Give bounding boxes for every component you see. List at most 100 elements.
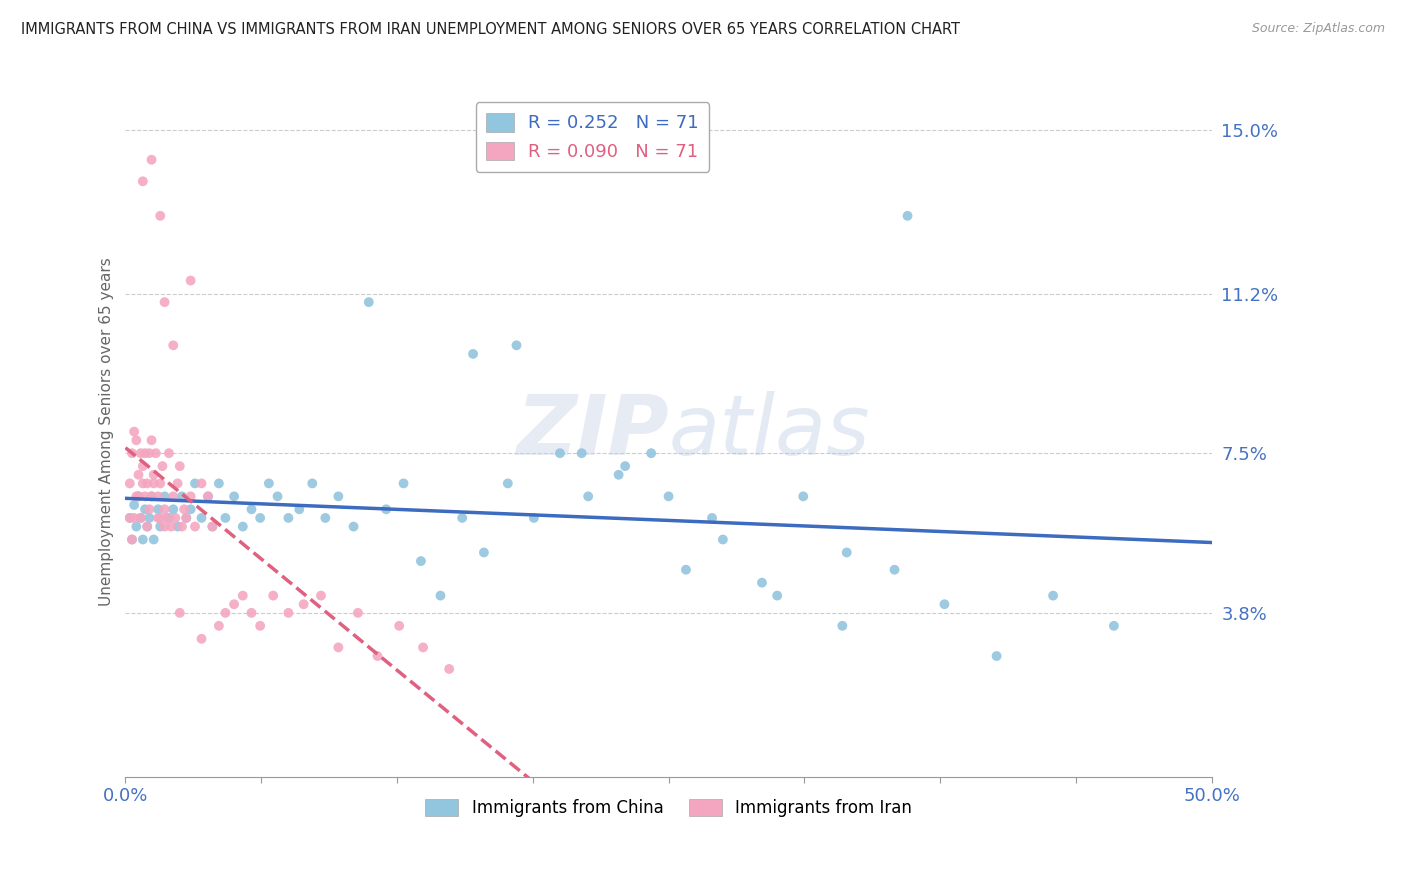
Point	[129, 446, 152, 460]
Point	[190, 511, 212, 525]
Point	[222, 597, 245, 611]
Point	[496, 476, 519, 491]
Point	[640, 446, 662, 460]
Point	[118, 511, 141, 525]
Point	[301, 476, 323, 491]
Point	[328, 640, 350, 655]
Point	[121, 446, 143, 460]
Point	[277, 606, 299, 620]
Y-axis label: Unemployment Among Seniors over 65 years: Unemployment Among Seniors over 65 years	[100, 257, 114, 606]
Legend: Immigrants from China, Immigrants from Iran: Immigrants from China, Immigrants from I…	[419, 792, 918, 824]
Point	[934, 597, 956, 611]
Point	[128, 489, 150, 503]
Point	[132, 533, 155, 547]
Point	[153, 519, 176, 533]
Point	[184, 519, 207, 533]
Point	[607, 467, 630, 482]
Point	[166, 519, 188, 533]
Point	[156, 511, 179, 525]
Point	[138, 446, 160, 460]
Point	[576, 489, 599, 503]
Point	[162, 489, 184, 503]
Point	[288, 502, 311, 516]
Point	[157, 511, 180, 525]
Point	[883, 563, 905, 577]
Point	[153, 502, 176, 516]
Point	[831, 619, 853, 633]
Point	[132, 459, 155, 474]
Point	[173, 502, 195, 516]
Point	[190, 632, 212, 646]
Point	[201, 519, 224, 533]
Point	[138, 511, 160, 525]
Point	[142, 467, 165, 482]
Point	[165, 511, 187, 525]
Point	[146, 511, 169, 525]
Point	[366, 648, 388, 663]
Point	[129, 511, 152, 525]
Point	[153, 295, 176, 310]
Point	[523, 511, 546, 525]
Point	[169, 606, 191, 620]
Point	[342, 519, 364, 533]
Point	[412, 640, 434, 655]
Point	[162, 338, 184, 352]
Point	[240, 502, 263, 516]
Point	[134, 502, 156, 516]
Point	[138, 502, 160, 516]
Point	[314, 511, 336, 525]
Point	[152, 459, 174, 474]
Text: atlas: atlas	[669, 391, 870, 472]
Point	[675, 563, 697, 577]
Point	[162, 502, 184, 516]
Point	[328, 489, 350, 503]
Point	[122, 425, 145, 439]
Point	[292, 597, 315, 611]
Point	[214, 511, 236, 525]
Point	[132, 476, 155, 491]
Point	[896, 209, 918, 223]
Point	[214, 606, 236, 620]
Point	[141, 489, 163, 503]
Point	[121, 533, 143, 547]
Point	[136, 519, 159, 533]
Point	[1102, 619, 1125, 633]
Point	[125, 519, 148, 533]
Point	[157, 446, 180, 460]
Point	[197, 489, 219, 503]
Point	[149, 476, 172, 491]
Point	[170, 519, 193, 533]
Point	[409, 554, 432, 568]
Point	[208, 476, 231, 491]
Point	[122, 511, 145, 525]
Point	[136, 519, 159, 533]
Point	[472, 545, 495, 559]
Point	[153, 489, 176, 503]
Point	[142, 476, 165, 491]
Point	[129, 511, 152, 525]
Point	[766, 589, 789, 603]
Point	[149, 519, 172, 533]
Point	[751, 575, 773, 590]
Point	[357, 295, 380, 310]
Point	[429, 589, 451, 603]
Point	[136, 476, 159, 491]
Point	[121, 533, 143, 547]
Point	[240, 606, 263, 620]
Text: Source: ZipAtlas.com: Source: ZipAtlas.com	[1251, 22, 1385, 36]
Point	[257, 476, 280, 491]
Point	[222, 489, 245, 503]
Point	[190, 476, 212, 491]
Point	[437, 662, 460, 676]
Text: ZIP: ZIP	[516, 391, 669, 472]
Point	[118, 511, 141, 525]
Point	[461, 347, 484, 361]
Point	[262, 589, 284, 603]
Point	[835, 545, 858, 559]
Point	[122, 498, 145, 512]
Point	[1042, 589, 1064, 603]
Point	[309, 589, 332, 603]
Point	[134, 446, 156, 460]
Point	[451, 511, 474, 525]
Point	[170, 489, 193, 503]
